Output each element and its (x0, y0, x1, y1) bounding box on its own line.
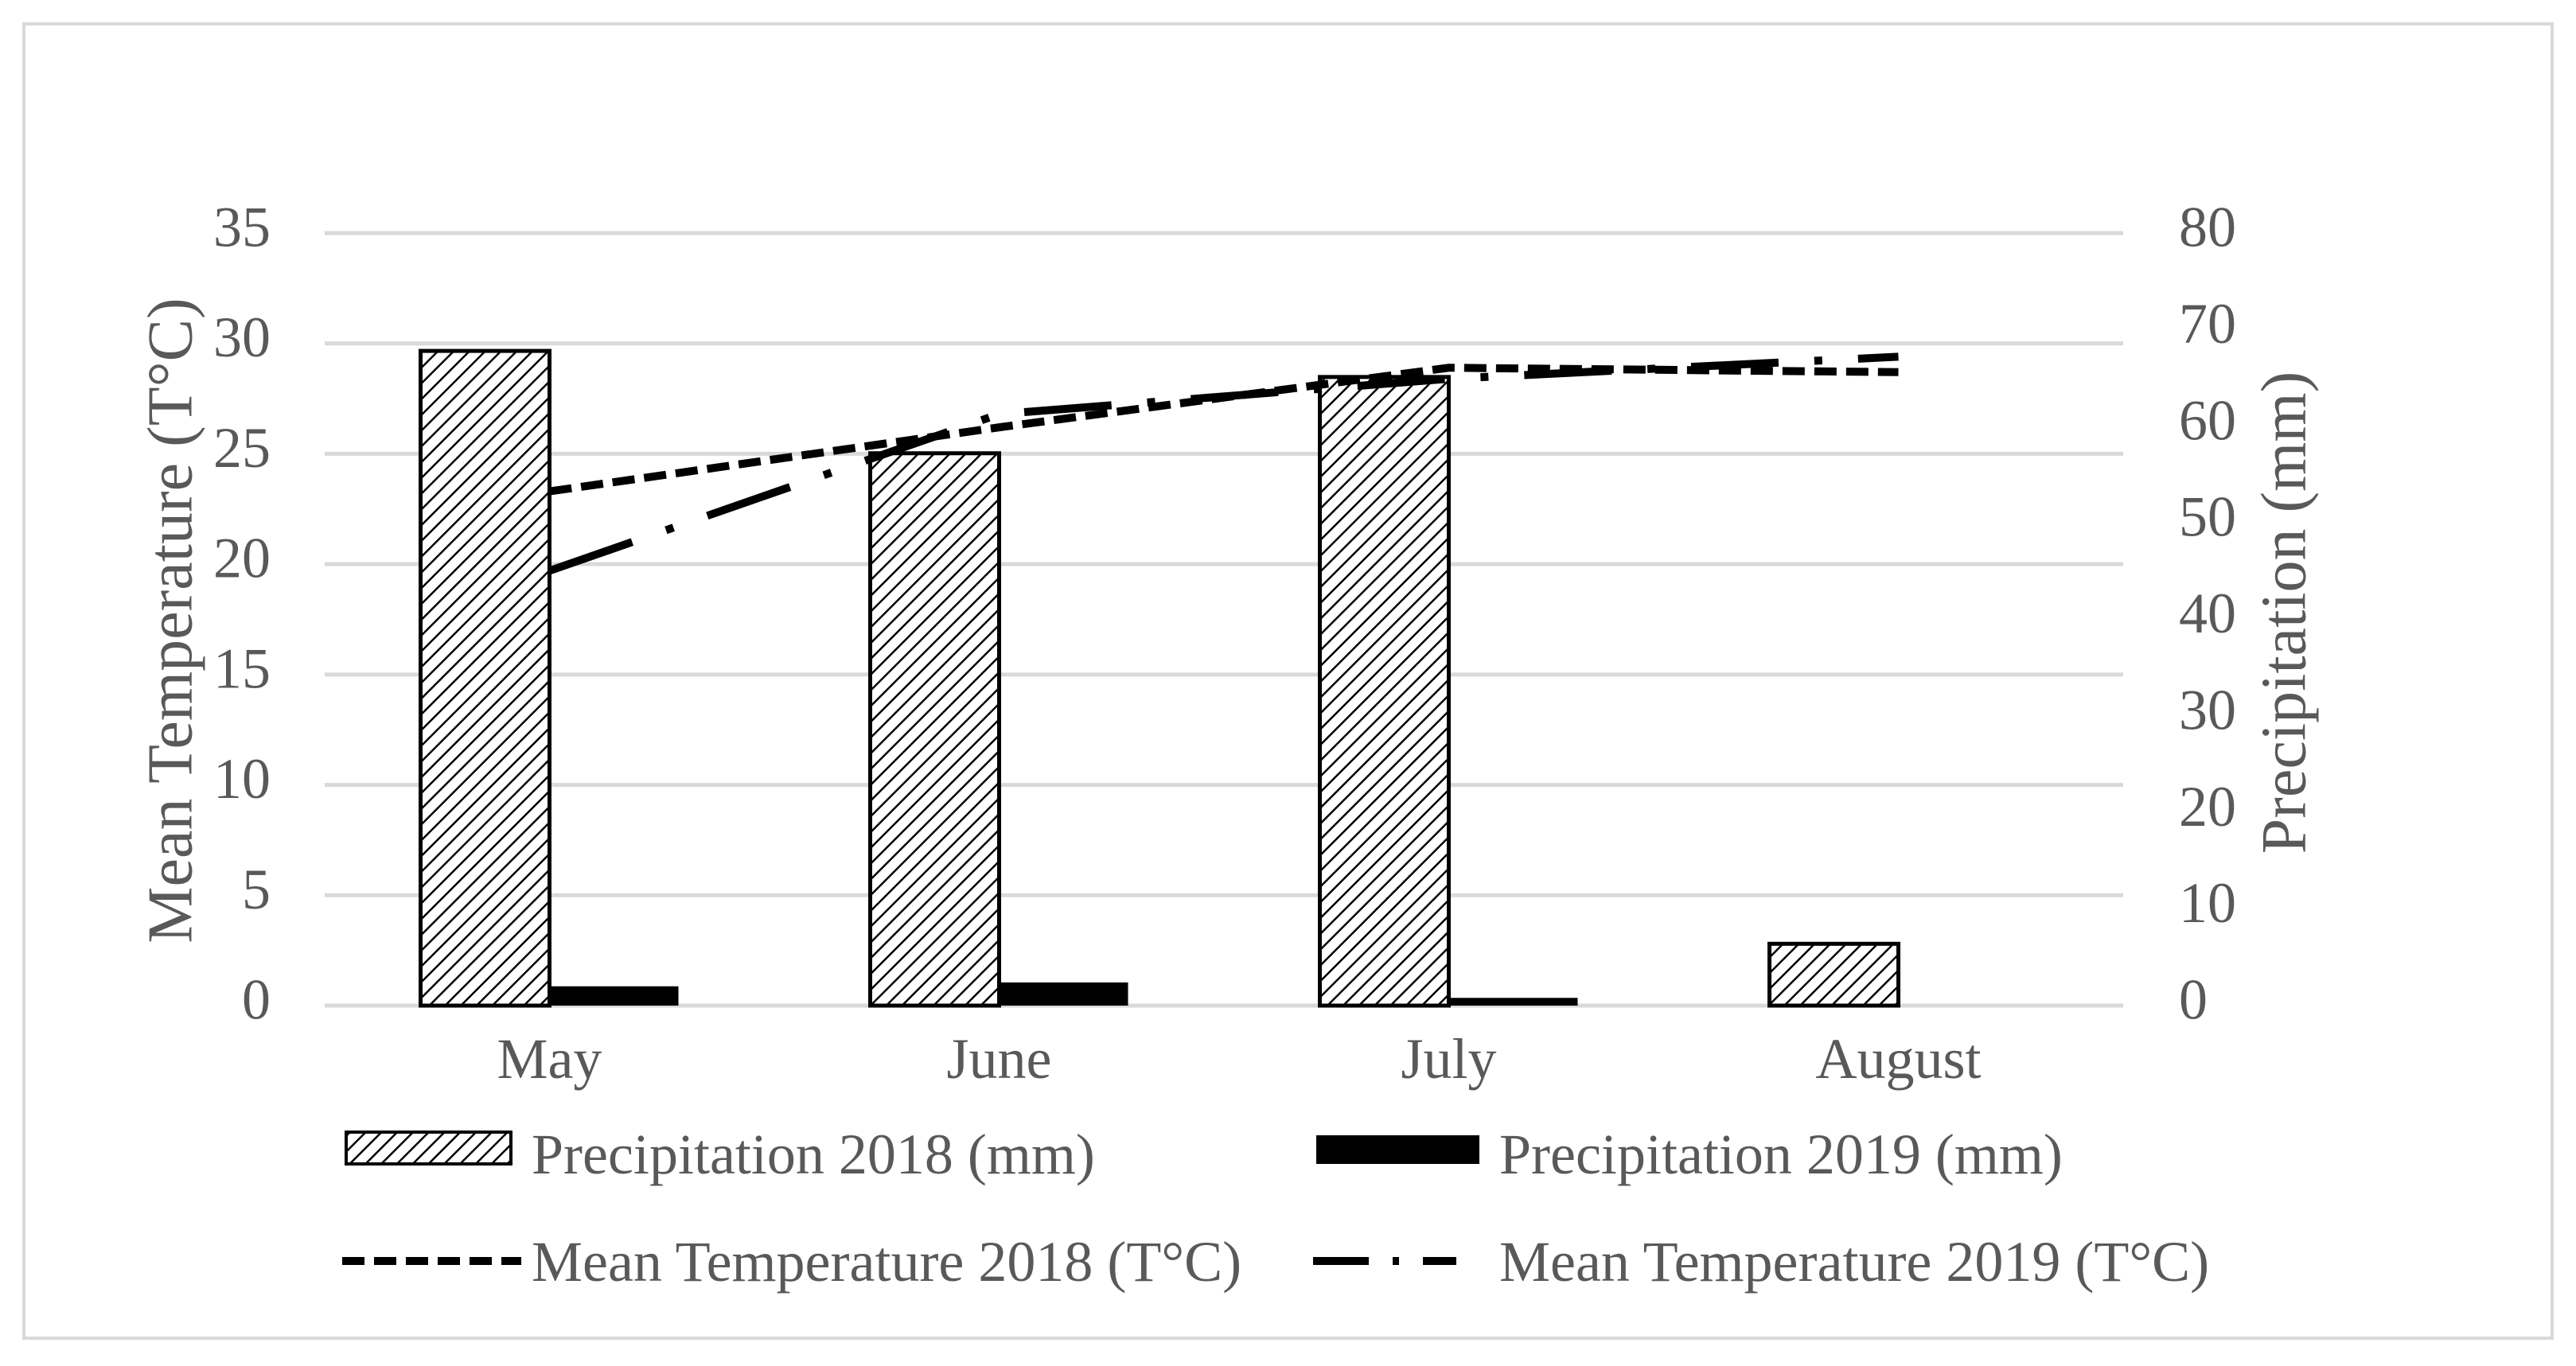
right-tick-label: 40 (2179, 582, 2236, 645)
legend-entry-precip-2019: Precipitation 2019 (mm) (1316, 1123, 2063, 1186)
left-tick-label: 30 (213, 306, 271, 369)
left-tick-label: 35 (213, 196, 271, 259)
bar-precip-2018 (419, 348, 551, 1008)
left-tick-label: 20 (213, 527, 271, 590)
left-tick-label: 10 (213, 747, 271, 811)
left-axis-title: Mean Temperature (T°C) (135, 298, 205, 943)
right-tick-label: 80 (2179, 196, 2236, 259)
left-tick-label: 25 (213, 416, 271, 480)
right-tick-label: 0 (2179, 968, 2208, 1032)
legend-label-temp-2019: Mean Temperature 2019 (T°C) (1499, 1230, 2209, 1294)
legend-entry-precip-2018: Precipitation 2018 (mm) (345, 1123, 1095, 1186)
bar-precip-2018 (1318, 375, 1451, 1008)
left-tick-label: 5 (242, 858, 271, 921)
bar-precip-2019 (1448, 998, 1578, 1006)
category-label: July (1401, 1027, 1496, 1091)
category-label: August (1815, 1027, 1981, 1091)
category-label: June (947, 1027, 1052, 1091)
right-tick-label: 30 (2179, 678, 2236, 741)
bar-precip-2018 (1767, 941, 1900, 1008)
line-series-group (548, 352, 1899, 575)
right-tick-label: 50 (2179, 485, 2236, 549)
bar-precip-2019 (549, 986, 679, 1006)
bar-precip-2018 (868, 451, 1001, 1008)
legend-label-precip-2018: Precipitation 2018 (mm) (532, 1123, 1095, 1186)
legend-swatch-solid (1316, 1135, 1479, 1164)
right-tick-label: 10 (2179, 871, 2236, 935)
legend: Precipitation 2018 (mm) Precipitation 20… (342, 1123, 2209, 1294)
bar-series-group (419, 348, 1900, 1008)
legend-label-temp-2018: Mean Temperature 2018 (T°C) (532, 1230, 1241, 1294)
bar-precip-2019 (999, 982, 1128, 1006)
line-temp-2019 (548, 352, 1899, 575)
legend-label-precip-2019: Precipitation 2019 (mm) (1499, 1123, 2063, 1186)
legend-entry-temp-2018: Mean Temperature 2018 (T°C) (342, 1230, 1241, 1294)
category-label: May (497, 1027, 602, 1091)
right-tick-label: 60 (2179, 388, 2236, 452)
left-axis-ticks: 0 5 10 15 20 25 30 35 (213, 196, 271, 1032)
left-tick-label: 0 (242, 968, 271, 1032)
legend-swatch-hatch (345, 1131, 512, 1166)
right-tick-label: 70 (2179, 292, 2236, 356)
left-tick-label: 15 (213, 636, 271, 700)
right-tick-label: 20 (2179, 775, 2236, 839)
right-axis-ticks: 0 10 20 30 40 50 60 70 80 (2179, 196, 2236, 1032)
legend-entry-temp-2019: Mean Temperature 2019 (T°C) (1313, 1230, 2209, 1294)
category-axis-labels: May June July August (497, 1027, 1982, 1091)
right-axis-title: Precipitation (mm) (2249, 372, 2319, 854)
